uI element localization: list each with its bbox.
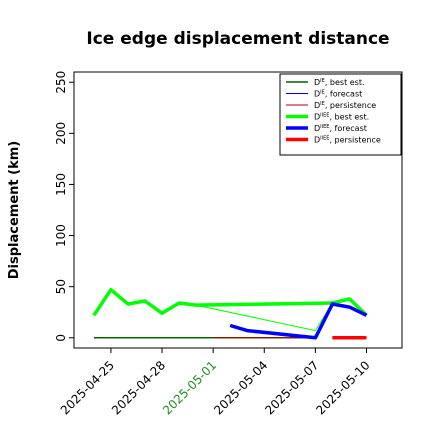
series-line-5 (229, 302, 368, 340)
y-tick-label: 250 (54, 71, 68, 94)
x-tick-label: 2025-05-04 (211, 358, 270, 417)
y-tick-label: 0 (54, 334, 68, 342)
plot-frame (73, 71, 403, 349)
legend-label: DIIEE, forecast (314, 124, 367, 133)
legend: DIE, best est. DIE, forecast DIE, persiste… (279, 73, 402, 156)
x-tick-label: 2025-05-01 (160, 358, 219, 417)
legend-label: DIIEE, persistence (314, 136, 381, 145)
y-tick-label: 150 (54, 173, 68, 196)
y-tick-label: 200 (54, 122, 68, 145)
y-tick-label: 50 (54, 279, 68, 294)
legend-label: DIE, forecast (314, 90, 362, 99)
x-axis: 2025-04-252025-04-282025-05-012025-05-04… (58, 348, 373, 417)
y-tick-label: 100 (54, 224, 68, 247)
series-layer (92, 287, 368, 340)
legend-box (279, 73, 402, 156)
x-tick-label: 2025-04-28 (109, 358, 168, 417)
legend-label: DIE, best est. (314, 78, 365, 87)
y-axis-label: Displacement (km) (7, 141, 22, 279)
legend-label: DIIEE, best est. (314, 113, 369, 122)
y-axis: 0 50 100 150 200 250 (54, 71, 74, 342)
chart-title: Ice edge displacement distance (86, 29, 389, 49)
series-line-3 (92, 287, 368, 317)
x-tick-label: 2025-05-10 (313, 358, 372, 417)
legend-label: DIE, persistence (314, 101, 376, 110)
x-tick-label: 2025-05-07 (262, 358, 321, 417)
series-line-4 (195, 302, 333, 332)
x-tick-label: 2025-04-25 (58, 358, 117, 417)
